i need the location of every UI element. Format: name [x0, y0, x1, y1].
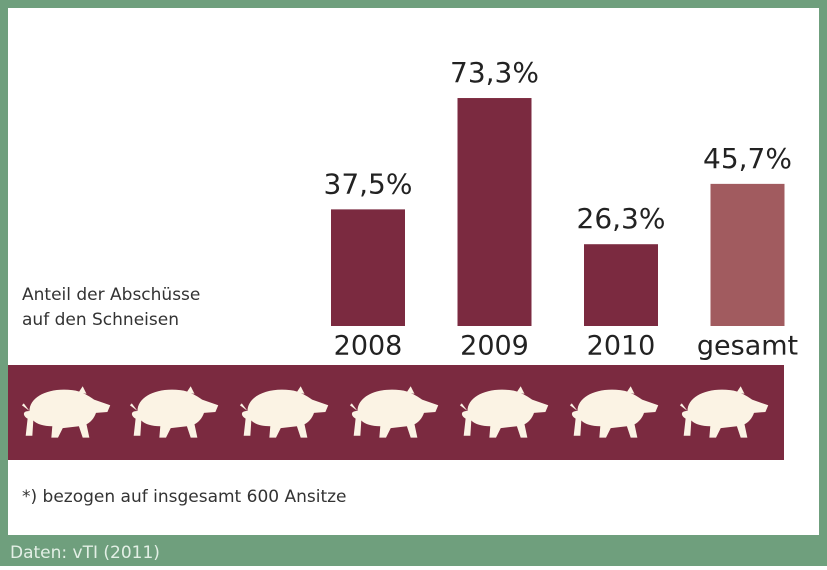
- annotation: auf den Schneisen: [22, 310, 179, 330]
- source: Daten: vTI (2011): [10, 543, 160, 563]
- x-tick-label: 2010: [587, 331, 656, 362]
- bar: [710, 183, 785, 326]
- bar: [457, 98, 532, 326]
- value-label: 37,5%: [324, 167, 413, 200]
- x-tick-label: gesamt: [697, 331, 798, 362]
- x-tick-label: 2009: [460, 331, 529, 362]
- value-label: 26,3%: [577, 202, 666, 235]
- annotation: Anteil der Abschüsse: [22, 285, 200, 305]
- value-label: 73,3%: [450, 56, 539, 89]
- bar: [331, 209, 405, 326]
- value-label: 45,7%: [703, 142, 792, 175]
- bar: [584, 244, 658, 326]
- x-tick-label: 2008: [334, 331, 403, 362]
- footnote: *) bezogen auf insgesamt 600 Ansitze: [22, 487, 347, 507]
